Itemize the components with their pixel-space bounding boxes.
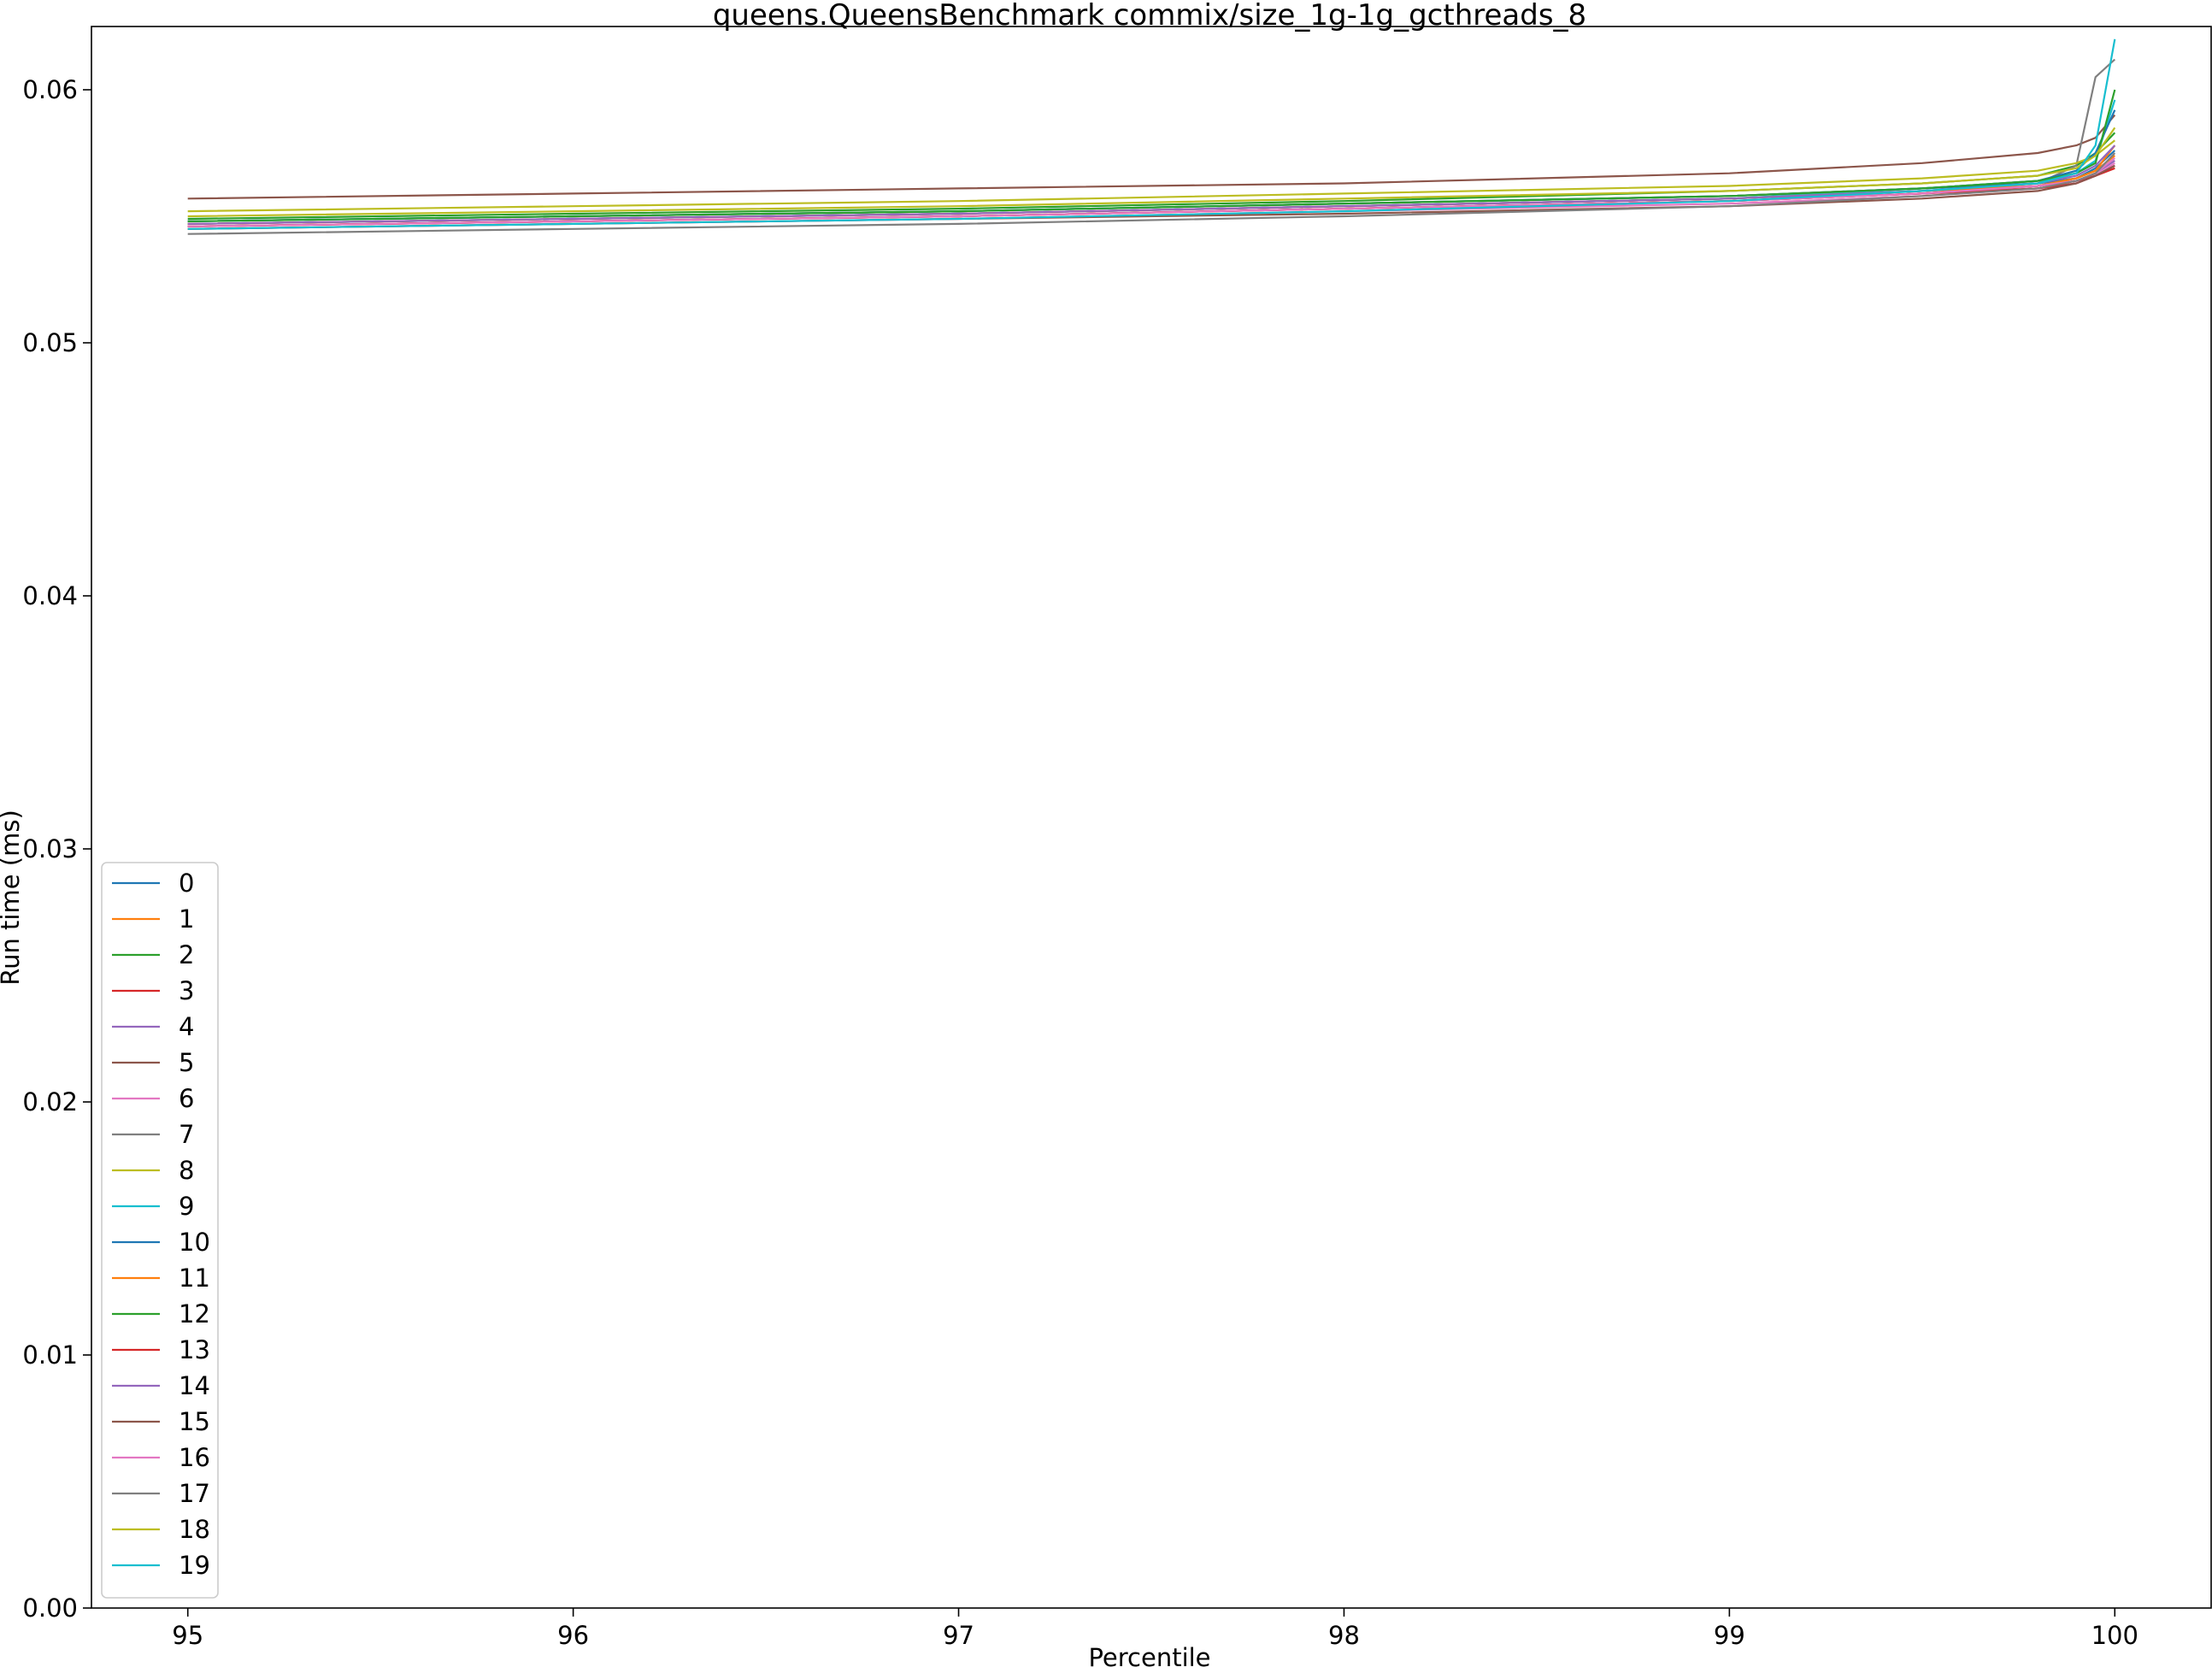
legend-label-1: 1 (179, 904, 194, 934)
y-tick-label: 0.04 (22, 581, 78, 610)
legend-label-18: 18 (179, 1515, 210, 1544)
legend-label-14: 14 (179, 1371, 210, 1400)
series-line-17 (187, 152, 2116, 235)
y-axis-ticks: 0.00 0.01 0.02 0.03 0.04 0.05 0.06 (22, 75, 91, 1623)
legend-label-3: 3 (179, 976, 194, 1005)
legend-label-10: 10 (179, 1228, 210, 1257)
x-tick-label: 100 (2091, 1621, 2138, 1650)
legend-label-5: 5 (179, 1048, 194, 1077)
x-tick-label: 96 (557, 1621, 589, 1650)
legend-label-12: 12 (179, 1299, 210, 1328)
plot-frame (91, 26, 2212, 1609)
series-line-18 (187, 127, 2116, 218)
y-tick-label: 0.03 (22, 834, 78, 863)
legend-label-7: 7 (179, 1120, 194, 1149)
y-tick-label: 0.02 (22, 1087, 78, 1116)
y-tick-label: 0.00 (22, 1593, 78, 1623)
legend-label-9: 9 (179, 1192, 194, 1221)
series-line-14 (187, 144, 2116, 225)
legend-label-8: 8 (179, 1156, 194, 1185)
y-tick-label: 0.06 (22, 75, 78, 104)
x-tick-label: 95 (172, 1621, 203, 1650)
legend-label-13: 13 (179, 1335, 210, 1364)
series-line-19 (187, 38, 2116, 230)
series-line-5 (187, 114, 2116, 200)
legend-label-16: 16 (179, 1443, 210, 1472)
x-axis-label: Percentile (1088, 1643, 1210, 1670)
x-tick-label: 98 (1328, 1621, 1360, 1650)
legend-label-0: 0 (179, 869, 194, 898)
y-tick-label: 0.01 (22, 1340, 78, 1370)
legend-label-6: 6 (179, 1084, 194, 1113)
series-layer (187, 38, 2116, 235)
chart-title: queens.QueensBenchmark commix/size_1g-1g… (713, 0, 1586, 32)
legend-label-17: 17 (179, 1479, 210, 1508)
series-line-12 (187, 89, 2116, 222)
legend-label-15: 15 (179, 1407, 210, 1436)
x-tick-label: 99 (1714, 1621, 1745, 1650)
legend-frame (101, 862, 219, 1599)
legend-label-4: 4 (179, 1012, 194, 1041)
x-tick-label: 97 (943, 1621, 974, 1650)
x-axis-ticks: 95 96 97 98 99 100 (172, 1608, 2138, 1650)
legend-label-2: 2 (179, 940, 194, 969)
y-axis-label: Run time (ms) (0, 810, 25, 986)
legend-label-19: 19 (179, 1551, 210, 1580)
y-tick-label: 0.05 (22, 328, 78, 357)
legend-label-11: 11 (179, 1264, 210, 1293)
